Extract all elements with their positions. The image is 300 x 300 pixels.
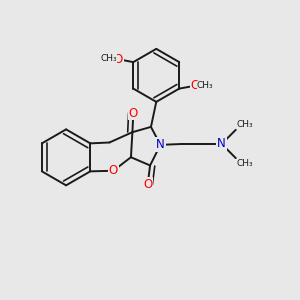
Text: CH₃: CH₃ bbox=[237, 120, 253, 129]
Text: O: O bbox=[113, 53, 123, 66]
Text: CH₃: CH₃ bbox=[100, 54, 117, 63]
Text: N: N bbox=[156, 138, 165, 151]
Text: N: N bbox=[217, 137, 226, 151]
Text: O: O bbox=[109, 164, 118, 177]
Text: CH₃: CH₃ bbox=[197, 81, 214, 90]
Text: O: O bbox=[143, 178, 152, 190]
Text: CH₃: CH₃ bbox=[237, 159, 253, 168]
Text: O: O bbox=[129, 106, 138, 119]
Text: O: O bbox=[191, 79, 200, 92]
